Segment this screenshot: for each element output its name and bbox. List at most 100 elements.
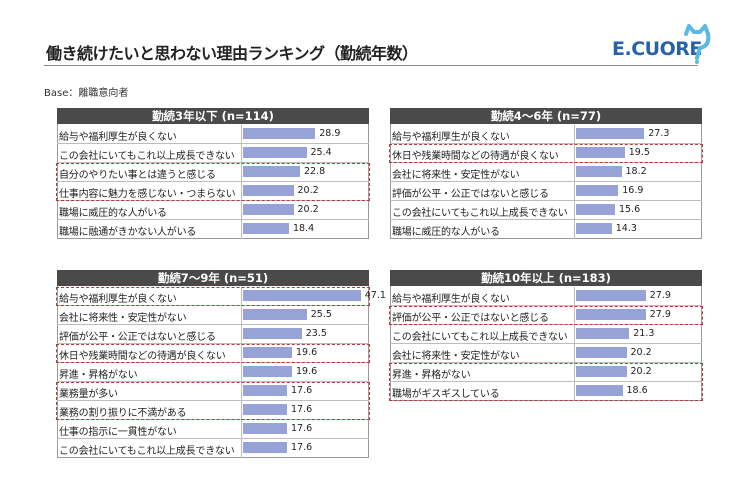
row-divider: [390, 381, 702, 382]
data-label: 25.4: [310, 147, 332, 158]
brand-logo: E.CUORE: [612, 24, 712, 66]
row-divider: [57, 324, 369, 325]
data-label: 27.9: [649, 309, 671, 320]
chart-panel-tenure-under-3: 勤続3年以下 (n=114) 給与や福利厚生が良くない 28.9 この会社にいてもこれ…: [56, 108, 370, 239]
row-divider: [390, 305, 702, 306]
data-label: 17.6: [291, 404, 313, 415]
chart-bar: [243, 385, 287, 396]
label-divider: [574, 201, 575, 220]
chart-row: 給与や福利厚生が良くない 28.9: [57, 125, 369, 144]
chart-bar: [576, 366, 627, 377]
row-divider: [57, 162, 369, 163]
label-divider: [574, 287, 575, 306]
chart-bar: [243, 185, 294, 196]
logo-text: E.CUORE: [612, 38, 702, 60]
chart-row: 評価が公平・公正ではないと感じる 27.9: [390, 306, 702, 325]
data-label: 27.9: [649, 290, 671, 301]
category-label: この会社にいてもこれ以上成長できない: [59, 151, 235, 162]
chart-row: 仕事の指示に一貫性がない 17.6: [57, 420, 369, 439]
label-divider: [241, 420, 242, 439]
chart-row: 昇進・昇格がない 19.6: [57, 363, 369, 382]
label-divider: [574, 220, 575, 239]
chart-row: 評価が公平・公正ではないと感じる 16.9: [390, 182, 702, 201]
data-label: 18.6: [626, 385, 648, 396]
chart-bar: [243, 204, 294, 215]
row-divider: [390, 143, 702, 144]
chart-bar: [576, 128, 645, 139]
category-label: 昇進・昇格がない: [59, 370, 138, 381]
base-note: Base：離職意向者: [44, 88, 129, 99]
category-label: 給与や福利厚生が良くない: [392, 132, 510, 143]
chart-bar: [243, 128, 316, 139]
row-divider: [57, 143, 369, 144]
label-divider: [241, 344, 242, 363]
chart-bar: [243, 309, 307, 320]
label-divider: [574, 163, 575, 182]
chart-row: 会社に将来性・安定性がない 25.5: [57, 306, 369, 325]
row-divider: [57, 343, 369, 344]
category-label: 会社に将来性・安定性がない: [392, 351, 520, 362]
row-divider: [57, 181, 369, 182]
row-divider: [390, 219, 702, 220]
chart-bar: [576, 147, 625, 158]
chart-row: 給与や福利厚生が良くない 27.9: [390, 287, 702, 306]
chart-row: 業務量が多い 17.6: [57, 382, 369, 401]
chart-row: 職場がギスギスしている 18.6: [390, 382, 702, 401]
row-divider: [390, 181, 702, 182]
row-divider: [57, 438, 369, 439]
chart-title: 勤続10年以上 (n=183): [390, 270, 702, 286]
label-divider: [241, 363, 242, 382]
data-label: 28.9: [319, 128, 341, 139]
category-label: 評価が公平・公正ではないと感じる: [392, 189, 549, 200]
data-label: 18.2: [625, 166, 647, 177]
chart-row: 昇進・昇格がない 20.2: [390, 363, 702, 382]
chart-bar: [576, 204, 615, 215]
row-divider: [390, 200, 702, 201]
chart-bar: [243, 147, 307, 158]
data-label: 15.6: [619, 204, 641, 215]
label-divider: [574, 144, 575, 163]
label-divider: [574, 182, 575, 201]
category-label: 仕事の指示に一貫性がない: [59, 427, 177, 438]
category-label: 評価が公平・公正ではないと感じる: [59, 332, 216, 343]
label-divider: [241, 201, 242, 220]
chart-bar: [243, 423, 287, 434]
data-label: 19.6: [296, 366, 318, 377]
label-divider: [241, 125, 242, 144]
label-divider: [241, 287, 242, 306]
chart-row: 自分のやりたい事とは違うと感じる 22.8: [57, 163, 369, 182]
chart-bar: [576, 309, 646, 320]
title-rule: [44, 65, 698, 66]
category-label: この会社にいてもこれ以上成長できない: [392, 208, 568, 219]
chart-bar: [243, 290, 361, 301]
data-label: 20.2: [297, 185, 319, 196]
category-label: 評価が公平・公正ではないと感じる: [392, 313, 549, 324]
data-label: 20.2: [297, 204, 319, 215]
data-label: 16.9: [622, 185, 644, 196]
category-label: 業務の割り振りに不満がある: [59, 408, 187, 419]
data-label: 23.5: [305, 328, 327, 339]
chart-row: 会社に将来性・安定性がない 20.2: [390, 344, 702, 363]
label-divider: [241, 144, 242, 163]
data-label: 27.3: [648, 128, 670, 139]
data-label: 25.5: [310, 309, 332, 320]
category-label: 会社に将来性・安定性がない: [59, 313, 187, 324]
chart-bar: [576, 290, 646, 301]
label-divider: [241, 325, 242, 344]
label-divider: [241, 220, 242, 239]
chart-row: 職場に融通がきかない人がいる 18.4: [57, 220, 369, 239]
category-label: 職場がギスギスしている: [392, 389, 500, 400]
data-label: 19.5: [628, 147, 650, 158]
category-label: 会社に将来性・安定性がない: [392, 170, 520, 181]
category-label: 給与や福利厚生が良くない: [392, 294, 510, 305]
chart-row: 仕事内容に魅力を感じない・つまらない 20.2: [57, 182, 369, 201]
chart-bar: [576, 185, 619, 196]
row-divider: [390, 362, 702, 363]
category-label: 職場に威圧的な人がいる: [392, 227, 500, 238]
label-divider: [241, 182, 242, 201]
label-divider: [574, 382, 575, 401]
chart-row: 評価が公平・公正ではないと感じる 23.5: [57, 325, 369, 344]
category-label: この会社にいてもこれ以上成長できない: [392, 332, 568, 343]
chart-row: 職場に威圧的な人がいる 14.3: [390, 220, 702, 239]
category-label: 給与や福利厚生が良くない: [59, 132, 177, 143]
